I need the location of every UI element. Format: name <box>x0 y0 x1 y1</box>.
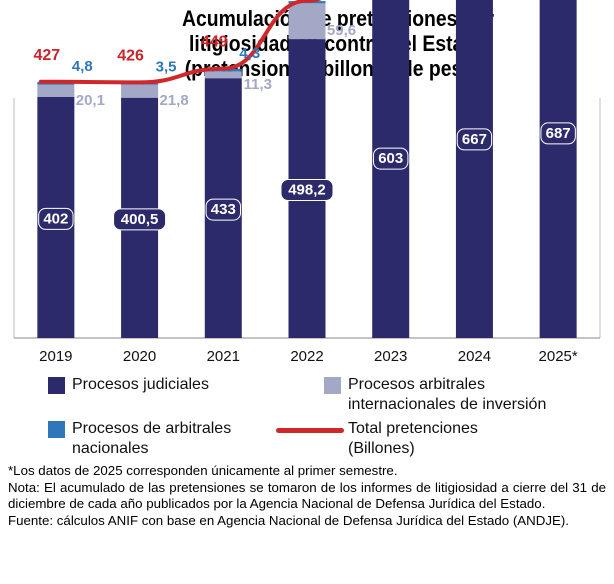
legend-line-total <box>276 428 344 433</box>
legend-swatch-arbitrales-nacionales <box>48 421 65 438</box>
legend-label-arbitrales-nacionales-line-1: Procesos de arbitrales <box>72 420 232 437</box>
x-tick-label-2021: 2021 <box>207 348 240 365</box>
note-methodology: Nota: El acumulado de las pretensiones s… <box>8 479 606 512</box>
legend-label-judiciales: Procesos judiciales <box>72 376 209 393</box>
label-bg-judiciales-2020 <box>113 208 167 231</box>
data-label-judiciales-2022: 498,2 <box>288 182 326 199</box>
x-tick-label-2024: 2024 <box>458 348 491 365</box>
bar-judiciales-2025 <box>539 0 577 339</box>
legend-label-total: Total pretenciones (Billones) <box>348 419 478 459</box>
data-label-judiciales-2020: 400,5 <box>121 211 159 228</box>
chart-title-line-1: Acumulación de pretensiones por <box>182 6 494 31</box>
stacked-bar-chart: 2019 2020 2021 2022 2023 2024 2025* 402 20,1 4,8 4… <box>13 0 601 365</box>
legend-label-arbitrales-nacionales: Procesos de arbitrales nacionales <box>72 419 231 459</box>
bar-arbitrales-internacionales-2021 <box>204 71 242 79</box>
chart-notes: *Los datos de 2025 corresponden únicamen… <box>8 463 606 529</box>
legend-label-total-line-2: (Billones) <box>348 440 415 457</box>
note-source: Fuente: cálculos ANIF con base en Agenci… <box>8 512 569 528</box>
chart-title: Acumulación de pretensiones por litigios… <box>136 6 541 81</box>
data-label-judiciales-2025: 687 <box>546 125 571 142</box>
x-tick-label-2019: 2019 <box>39 348 72 365</box>
chart-title-line-2: litigiosidad en contra del Estado <box>189 31 487 56</box>
data-label-judiciales-2024: 667 <box>462 131 487 148</box>
x-tick-label-2022: 2022 <box>290 348 323 365</box>
x-tick-label-2023: 2023 <box>374 348 407 365</box>
legend-swatch-judiciales <box>48 377 65 394</box>
x-tick-label-2020: 2020 <box>123 348 156 365</box>
x-tick-label-2025: 2025* <box>539 348 578 365</box>
bar-arbitrales-internacionales-2022 <box>288 3 326 40</box>
bar-arbitrales-internacionales-2019 <box>37 84 75 97</box>
bar-arbitrales-internacionales-2020 <box>121 84 159 98</box>
label-bg-judiciales-2025 <box>540 122 576 145</box>
data-label-arbitrales-nacionales-2020: 3,5 <box>156 59 177 76</box>
data-label-arbitrales-internacionales-2020: 21,8 <box>159 92 188 109</box>
label-bg-judiciales-2023 <box>373 147 409 170</box>
label-bg-judiciales-2019 <box>38 207 74 230</box>
legend-label-arbitrales-internacionales-line-1: Procesos arbitrales <box>348 376 485 393</box>
data-label-arbitrales-nacionales-2019: 4,8 <box>72 58 93 75</box>
data-label-arbitrales-nacionales-2021: 4,3 <box>239 45 260 62</box>
note-first-semester: *Los datos de 2025 corresponden únicamen… <box>8 463 398 478</box>
data-label-judiciales-2021: 433 <box>211 201 236 218</box>
series-line-total <box>38 0 322 85</box>
data-label-arbitrales-internacionales-2021: 11,3 <box>244 76 272 93</box>
data-label-judiciales-2019: 402 <box>43 210 68 227</box>
bar-judiciales-2024 <box>455 0 493 339</box>
label-bg-judiciales-2024 <box>456 128 493 151</box>
data-label-arbitrales-internacionales-2019: 20,1 <box>76 92 105 109</box>
legend-swatch-arbitrales-internacionales <box>324 377 341 394</box>
data-label-arbitrales-internacionales-2022: 59,6 <box>327 22 356 39</box>
legend-label-arbitrales-internacionales-line-2: internacionales de inversión <box>348 396 547 413</box>
data-label-total-2019: 427 <box>34 47 61 64</box>
legend-label-total-line-1: Total pretenciones <box>348 420 478 437</box>
legend-label-arbitrales-internacionales: Procesos arbitrales internacionales de i… <box>348 375 546 415</box>
data-label-total-2021: 449 <box>201 34 228 51</box>
label-bg-judiciales-2022 <box>280 179 334 202</box>
legend-label-arbitrales-nacionales-line-2: nacionales <box>72 440 149 457</box>
data-label-total-2020: 426 <box>117 47 144 64</box>
label-bg-judiciales-2021 <box>205 198 241 221</box>
data-label-judiciales-2023: 603 <box>378 150 403 167</box>
